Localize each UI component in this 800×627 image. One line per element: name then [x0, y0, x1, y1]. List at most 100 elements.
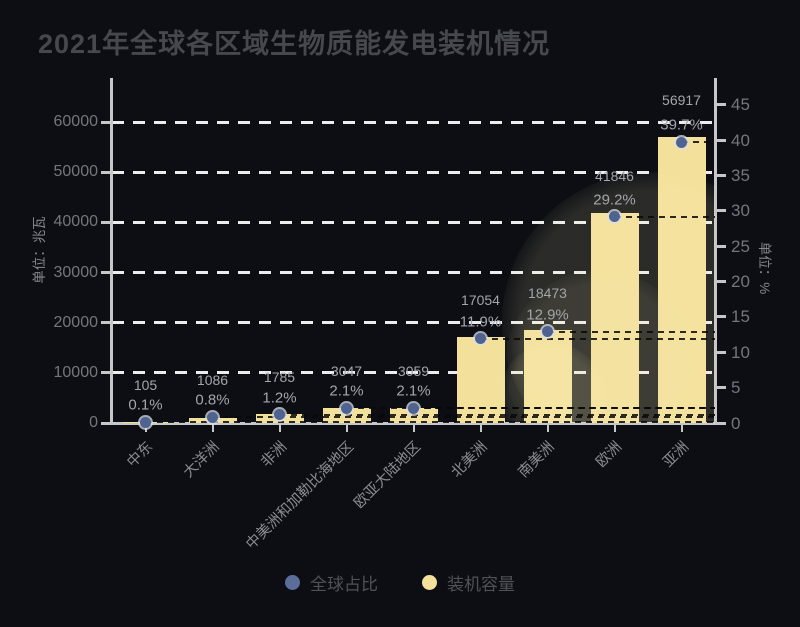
category-label-大洋洲: 大洋洲	[180, 438, 223, 481]
right-axis-tick	[715, 350, 726, 354]
chart-title: 2021年全球各区域生物质能发电装机情况	[38, 29, 551, 59]
bar-value-label: 3047	[330, 362, 363, 379]
left-axis-tick	[101, 321, 112, 325]
percent-reference-line	[413, 407, 715, 410]
left-axis-tick	[101, 421, 112, 425]
percent-label: 29.2%	[593, 191, 636, 209]
left-axis-tick	[101, 120, 112, 124]
left-axis-tick-label: 20000	[53, 313, 99, 331]
right-axis-tick-label: 30	[731, 201, 750, 221]
percent-label: 2.1%	[329, 382, 364, 400]
legend-marker-global-share-icon	[285, 575, 300, 590]
x-axis-tick	[479, 425, 482, 432]
scatter-dot-亚洲[interactable]	[676, 136, 687, 148]
left-axis-tick-label: 10000	[53, 363, 99, 381]
right-axis-tick	[715, 138, 726, 142]
legend-label-installed-capacity: 装机容量	[447, 575, 515, 594]
right-axis-tick	[715, 315, 726, 319]
legend-marker-installed-capacity-icon	[422, 575, 437, 590]
y-axis-right	[714, 78, 717, 425]
percent-reference-line	[145, 421, 715, 424]
right-axis-tick-label: 45	[731, 95, 750, 115]
gridline-40000	[112, 220, 715, 224]
x-axis-tick	[412, 425, 415, 432]
right-axis-tick	[715, 280, 726, 284]
right-axis-tick-label: 20	[731, 272, 750, 292]
gridline-10000	[112, 371, 715, 375]
category-label-南美洲: 南美洲	[515, 438, 558, 481]
left-axis-tick	[101, 271, 112, 274]
category-label-北美洲: 北美洲	[448, 438, 491, 481]
x-axis-tick	[211, 425, 214, 432]
x-axis-tick	[546, 425, 549, 432]
right-axis-tick-label: 25	[731, 236, 750, 256]
percent-reference-line	[480, 337, 715, 340]
percent-label: 0.8%	[195, 391, 230, 409]
percent-label: 0.1%	[128, 396, 163, 414]
right-axis-tick-label: 15	[731, 307, 750, 327]
right-axis-tick-label: 35	[731, 166, 750, 186]
bar-亚洲[interactable]	[657, 137, 706, 423]
percent-label: 1.2%	[262, 389, 297, 407]
legend-item-installed-capacity[interactable]: 装机容量	[422, 570, 515, 595]
bar-value-label: 1785	[263, 369, 296, 386]
percent-reference-line	[614, 215, 715, 218]
bar-value-label: 18473	[528, 285, 567, 302]
scatter-dot-欧洲[interactable]	[609, 211, 620, 223]
right-axis-title: 单位：%	[757, 241, 772, 295]
chart-legend: 全球占比 装机容量	[0, 570, 800, 595]
percent-label: 12.9%	[526, 306, 569, 324]
percent-label: 2.1%	[396, 382, 431, 400]
percent-reference-line	[279, 413, 715, 416]
category-label-欧洲: 欧洲	[592, 438, 625, 471]
right-axis-tick	[715, 103, 726, 107]
bar-value-label: 17054	[461, 292, 500, 309]
left-axis-tick	[101, 220, 112, 224]
x-axis-tick	[345, 425, 348, 432]
bar-value-label: 105	[133, 376, 158, 393]
left-axis-tick-label: 0	[89, 414, 98, 431]
bar-北美洲[interactable]	[456, 337, 505, 423]
bar-value-label: 3059	[397, 362, 430, 379]
left-axis-tick-label: 50000	[53, 163, 99, 181]
right-axis-tick-label: 0	[731, 413, 741, 433]
scatter-dot-中美洲和加勒比海地区[interactable]	[341, 402, 352, 414]
category-label-非洲: 非洲	[257, 438, 290, 471]
x-axis-tick	[613, 425, 616, 432]
right-axis-tick	[715, 244, 726, 248]
percent-reference-line	[681, 141, 715, 144]
gridline-20000	[112, 321, 715, 325]
category-label-亚洲: 亚洲	[659, 438, 692, 471]
left-axis-tick	[101, 170, 112, 174]
bar-欧洲[interactable]	[590, 213, 639, 423]
scatter-dot-北美洲[interactable]	[475, 333, 486, 345]
right-axis-tick	[715, 174, 726, 178]
bar-value-label: 56917	[662, 92, 701, 109]
right-axis-tick-label: 10	[731, 342, 750, 362]
left-axis-tick	[101, 371, 112, 375]
legend-label-global-share: 全球占比	[310, 575, 378, 594]
scatter-dot-欧亚大陆地区[interactable]	[408, 402, 419, 414]
gridline-50000	[112, 170, 715, 174]
right-axis-tick-label: 5	[731, 378, 741, 398]
percent-reference-line	[547, 330, 715, 333]
x-axis-tick	[680, 425, 683, 432]
x-axis-tick	[144, 425, 147, 432]
scatter-dot-南美洲[interactable]	[542, 326, 553, 338]
legend-item-global-share[interactable]: 全球占比	[285, 570, 378, 595]
left-axis-tick-label: 30000	[53, 263, 99, 281]
scatter-dot-中东[interactable]	[140, 416, 151, 428]
y-axis-left	[110, 78, 113, 425]
category-label-中东: 中东	[123, 438, 156, 471]
percent-reference-line	[212, 416, 715, 419]
bar-value-label: 1086	[196, 372, 229, 389]
gridline-30000	[112, 271, 715, 274]
right-axis-tick	[715, 209, 726, 213]
left-axis-tick-label: 40000	[53, 213, 99, 231]
scatter-dot-非洲[interactable]	[274, 409, 285, 421]
right-axis-tick	[715, 421, 726, 425]
gridline-60000	[112, 120, 715, 124]
x-axis-tick	[278, 425, 281, 432]
scatter-dot-大洋洲[interactable]	[207, 411, 218, 423]
